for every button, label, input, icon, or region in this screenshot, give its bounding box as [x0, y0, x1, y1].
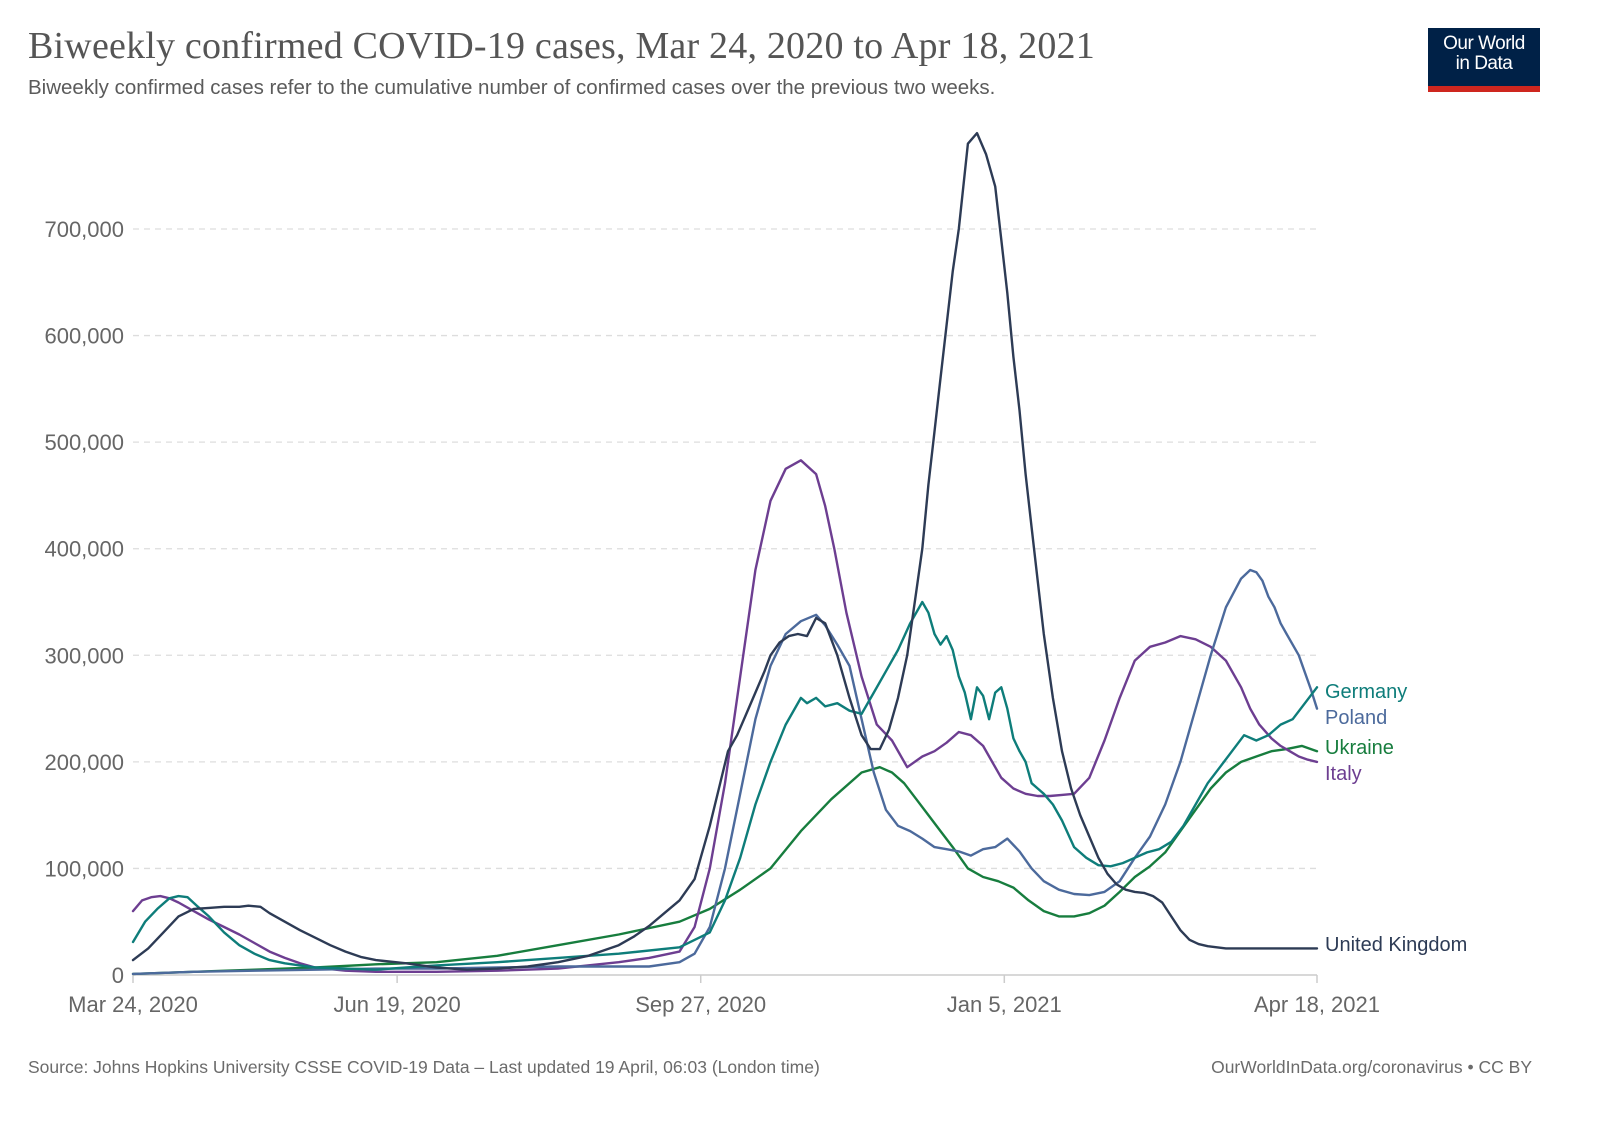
y-axis: 0 100,000 200,000 300,000 400,000 500,000 600,…	[44, 217, 124, 988]
x-tick-label: Jan 5, 2021	[947, 992, 1062, 1017]
y-tick-label: 400,000	[44, 537, 124, 562]
y-tick-label: 500,000	[44, 430, 124, 455]
x-tick-label: Apr 18, 2021	[1254, 992, 1380, 1017]
legend-label-germany[interactable]: Germany	[1325, 681, 1407, 703]
x-tick-label: Sep 27, 2020	[635, 992, 766, 1017]
logo-accent-bar	[1428, 86, 1540, 92]
source-note: Source: Johns Hopkins University CSSE CO…	[28, 1057, 820, 1077]
series-line-united-kingdom[interactable]	[131, 131, 1319, 971]
y-tick-label: 600,000	[44, 324, 124, 349]
chart-subtitle: Biweekly confirmed cases refer to the cu…	[28, 76, 996, 99]
credit-link[interactable]: OurWorldInData.org/coronavirus • CC BY	[1211, 1057, 1532, 1077]
legend-label-ukraine[interactable]: Ukraine	[1325, 737, 1394, 759]
series-end-labels: Germany Poland Ukraine Italy United Kingdom	[1325, 681, 1467, 956]
legend-label-united-kingdom[interactable]: United Kingdom	[1325, 934, 1467, 956]
y-tick-label: 100,000	[44, 856, 124, 881]
y-tick-label: 300,000	[44, 643, 124, 668]
y-tick-label: 700,000	[44, 217, 124, 242]
x-axis: Mar 24, 2020 Jun 19, 2020 Sep 27, 2020 Jan …	[68, 974, 1380, 1017]
y-tick-label: 0	[112, 963, 124, 988]
y-tick-label: 200,000	[44, 750, 124, 775]
series-line-italy[interactable]	[131, 459, 1319, 973]
legend-label-italy[interactable]: Italy	[1325, 763, 1362, 785]
series-line-poland[interactable]	[131, 568, 1319, 976]
chart-title: Biweekly confirmed COVID-19 cases, Mar 2…	[28, 25, 1095, 67]
gridlines	[133, 228, 1317, 870]
logo-line-2: in Data	[1455, 53, 1513, 74]
logo-line-1: Our World	[1443, 33, 1525, 54]
x-tick-label: Mar 24, 2020	[68, 992, 198, 1017]
legend-label-poland[interactable]: Poland	[1325, 707, 1387, 729]
series-line-germany[interactable]	[131, 600, 1319, 971]
owid-logo[interactable]: Our World in Data	[1428, 28, 1540, 92]
series-line-ukraine[interactable]	[131, 744, 1319, 976]
series-lines	[131, 131, 1319, 976]
x-tick-label: Jun 19, 2020	[334, 992, 461, 1017]
